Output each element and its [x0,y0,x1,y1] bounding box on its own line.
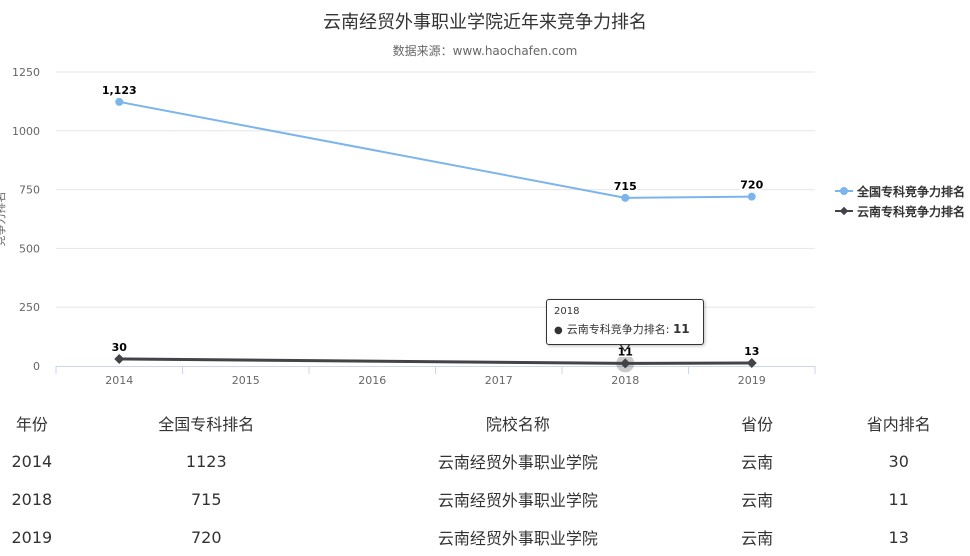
data-label: 1,123 [102,84,137,97]
cell-school-name: 云南经贸外事职业学院 [437,529,598,548]
x-tick-label: 2016 [358,374,386,387]
cell-national-rank: 1123 [185,451,227,471]
legend-diamond-marker-icon [835,206,853,216]
x-tick-label: 2019 [738,374,766,387]
cell-province-rank: 11 [888,489,909,509]
tooltip-header: 2018 [554,306,580,317]
line-chart: 0 250 500 750 1000 1250 竞争力排名 2014 2015 2016 2017 2… [0,66,816,387]
data-label: 30 [112,341,128,354]
y-tick-label: 0 [33,360,40,373]
y-tick-label: 750 [19,184,40,197]
x-tick-label: 2014 [105,374,133,387]
y-tick-label: 500 [19,242,40,255]
table-row: 2014 1123 云南经贸外事职业学院 云南 30 [0,442,970,480]
data-point [115,97,124,106]
header-national-rank: 全国专科排名 [158,415,255,434]
chart-legend: 全国专科竞争力排名 云南专科竞争力排名 [835,181,965,221]
chart-tooltip: 2018 ● 云南专科竞争力排名: 11 [546,299,704,345]
tooltip-bullet-icon: ● [554,325,563,336]
cell-national-rank: 715 [190,489,222,509]
chart-title: 云南经贸外事职业学院近年来竞争力排名 [323,12,647,33]
legend-item-national[interactable]: 全国专科竞争力排名 [835,181,965,201]
x-tick-label: 2015 [232,374,260,387]
y-tick-label: 1000 [12,125,40,138]
table-row: 2018 715 云南经贸外事职业学院 云南 11 [0,480,970,518]
data-point [746,357,757,368]
y-axis-label: 竞争力排名 [0,192,7,247]
data-point [747,192,756,201]
y-tick-label: 1250 [12,66,40,79]
data-label: 715 [614,180,637,193]
data-point [114,353,125,364]
x-tick-label: 2017 [485,374,513,387]
cell-province: 云南 [741,491,774,510]
series-line [117,357,754,365]
chart-area: 0 250 500 750 1000 1250 竞争力排名 2014 2015 2016 2017 2… [0,12,965,387]
tooltip-value: 11 [672,322,690,336]
x-tick-label: 2018 [611,374,639,387]
header-year: 年份 [15,415,48,434]
data-point [620,358,631,369]
table-row: 2019 720 云南经贸外事职业学院 云南 13 [0,518,970,556]
chart-subtitle: 数据来源：www.haochafen.com [392,44,578,58]
cell-school-name: 云南经贸外事职业学院 [437,453,598,472]
cell-province-rank: 30 [888,451,909,471]
cell-national-rank: 720 [190,527,222,547]
legend-label-province: 云南专科竞争力排名 [857,204,966,219]
cell-year: 2019 [11,527,53,547]
legend-circle-marker-icon [835,186,853,196]
legend-label-national: 全国专科竞争力排名 [857,184,966,199]
header-school-name: 院校名称 [485,415,550,434]
cell-province: 云南 [741,453,774,472]
series-line [118,100,753,199]
header-province: 省份 [741,415,774,434]
data-point [621,193,630,202]
tooltip-series-label: 云南专科竞争力排名: [566,323,670,336]
cell-school-name: 云南经贸外事职业学院 [437,491,598,510]
cell-year: 2014 [11,451,53,471]
data-label: 13 [744,345,759,358]
ranking-table: 年份 全国专科排名 院校名称 省份 省内排名 2014 1123 云南经贸外事职… [0,404,970,556]
cell-year: 2018 [11,489,53,509]
cell-province-rank: 13 [888,527,909,547]
header-province-rank: 省内排名 [866,415,931,434]
y-tick-label: 250 [19,301,40,314]
cell-province: 云南 [741,529,774,548]
table-header-row: 年份 全国专科排名 院校名称 省份 省内排名 [0,404,970,442]
legend-item-province[interactable]: 云南专科竞争力排名 [835,201,965,221]
data-label: 720 [740,179,763,192]
